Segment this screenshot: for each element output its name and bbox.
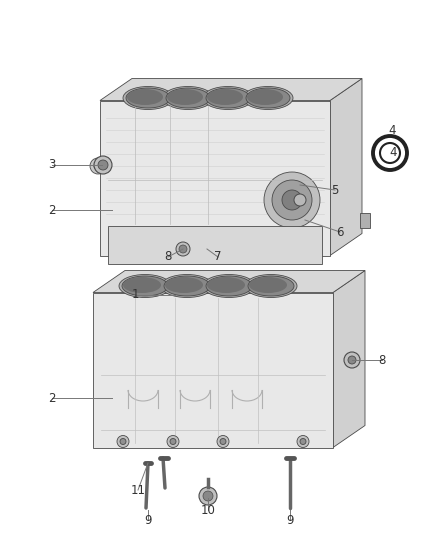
Text: 8: 8 [164, 251, 172, 263]
Circle shape [294, 194, 306, 206]
Circle shape [98, 160, 108, 170]
Circle shape [176, 242, 190, 256]
Text: 9: 9 [286, 513, 294, 527]
Ellipse shape [123, 86, 173, 109]
Text: 10: 10 [201, 504, 215, 516]
Text: 1: 1 [131, 288, 139, 302]
Circle shape [90, 158, 106, 174]
Text: 9: 9 [144, 513, 152, 527]
Ellipse shape [122, 276, 168, 296]
Text: 11: 11 [131, 483, 145, 497]
Polygon shape [333, 271, 365, 448]
Polygon shape [360, 213, 370, 228]
Text: 3: 3 [48, 158, 56, 172]
Ellipse shape [126, 88, 170, 108]
Text: 8: 8 [378, 353, 386, 367]
Circle shape [282, 190, 302, 210]
Circle shape [117, 435, 129, 448]
Circle shape [220, 439, 226, 445]
Ellipse shape [163, 86, 213, 109]
Polygon shape [93, 271, 365, 293]
Ellipse shape [243, 86, 293, 109]
Text: 2: 2 [48, 392, 56, 405]
Polygon shape [100, 78, 362, 101]
Circle shape [272, 180, 312, 220]
Circle shape [167, 435, 179, 448]
Circle shape [348, 356, 356, 364]
Polygon shape [100, 101, 330, 255]
Circle shape [300, 439, 306, 445]
Text: 2: 2 [48, 204, 56, 216]
Circle shape [217, 435, 229, 448]
Text: 6: 6 [336, 225, 344, 238]
Circle shape [344, 352, 360, 368]
Circle shape [297, 435, 309, 448]
Circle shape [94, 156, 112, 174]
Circle shape [94, 162, 102, 170]
Ellipse shape [249, 277, 287, 293]
Ellipse shape [127, 89, 163, 105]
Ellipse shape [246, 88, 290, 108]
Polygon shape [330, 78, 362, 255]
Polygon shape [108, 225, 322, 263]
Ellipse shape [203, 86, 253, 109]
Circle shape [179, 245, 187, 253]
Text: 7: 7 [214, 251, 222, 263]
Circle shape [120, 439, 126, 445]
Ellipse shape [207, 89, 243, 105]
Ellipse shape [119, 274, 171, 297]
Ellipse shape [123, 277, 161, 293]
Ellipse shape [165, 277, 203, 293]
Ellipse shape [207, 277, 245, 293]
Text: 5: 5 [331, 183, 339, 197]
Ellipse shape [167, 89, 203, 105]
Ellipse shape [206, 276, 252, 296]
Circle shape [199, 487, 217, 505]
Ellipse shape [247, 89, 283, 105]
Ellipse shape [161, 274, 213, 297]
Ellipse shape [203, 274, 255, 297]
Polygon shape [93, 293, 333, 448]
Circle shape [170, 439, 176, 445]
Circle shape [203, 491, 213, 501]
Text: 4: 4 [389, 147, 397, 159]
Ellipse shape [245, 274, 297, 297]
Ellipse shape [206, 88, 250, 108]
Ellipse shape [164, 276, 210, 296]
Ellipse shape [166, 88, 210, 108]
Ellipse shape [248, 276, 294, 296]
Text: 4: 4 [388, 125, 396, 138]
Circle shape [264, 172, 320, 228]
